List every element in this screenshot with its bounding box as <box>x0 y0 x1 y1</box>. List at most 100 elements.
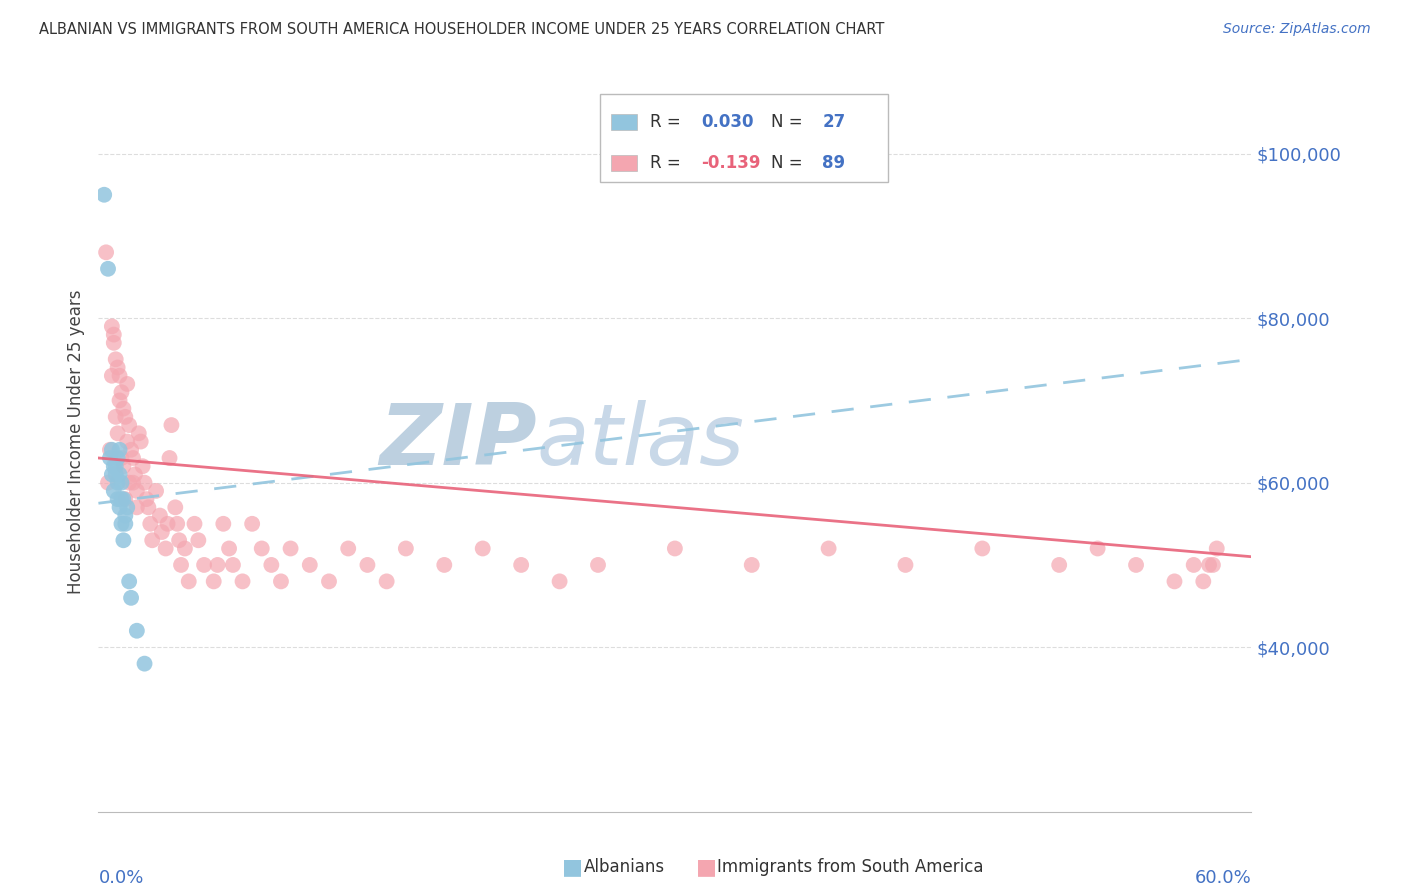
Point <box>548 574 571 589</box>
FancyBboxPatch shape <box>600 94 889 183</box>
Point <box>337 541 360 556</box>
Point <box>103 459 125 474</box>
Point <box>202 574 225 589</box>
Point <box>260 558 283 572</box>
Text: -0.139: -0.139 <box>702 153 761 172</box>
Point <box>93 187 115 202</box>
Point <box>174 541 197 556</box>
Point <box>212 516 235 531</box>
Point <box>280 541 302 556</box>
Point <box>104 467 127 482</box>
Point <box>107 492 129 507</box>
Point <box>664 541 686 556</box>
Point <box>101 368 124 383</box>
Point <box>118 574 141 589</box>
Point <box>149 508 172 523</box>
Point <box>104 459 127 474</box>
Point <box>972 541 994 556</box>
Point <box>471 541 494 556</box>
Point <box>124 467 146 482</box>
Text: 0.030: 0.030 <box>702 113 754 131</box>
Point <box>108 500 131 515</box>
Point <box>298 558 321 572</box>
Point <box>1125 558 1147 572</box>
Point <box>1205 541 1227 556</box>
Point <box>231 574 254 589</box>
Point <box>112 492 135 507</box>
Point <box>1192 574 1215 589</box>
Point <box>222 558 245 572</box>
Point <box>270 574 292 589</box>
Point <box>1087 541 1109 556</box>
Text: Source: ZipAtlas.com: Source: ZipAtlas.com <box>1223 22 1371 37</box>
Point <box>134 475 156 490</box>
Text: Albanians: Albanians <box>583 858 665 876</box>
Point <box>110 492 132 507</box>
Point <box>129 434 152 449</box>
Point <box>134 657 156 671</box>
Point <box>114 409 136 424</box>
Point <box>110 475 132 490</box>
Point <box>165 500 187 515</box>
Text: ALBANIAN VS IMMIGRANTS FROM SOUTH AMERICA HOUSEHOLDER INCOME UNDER 25 YEARS CORR: ALBANIAN VS IMMIGRANTS FROM SOUTH AMERIC… <box>39 22 884 37</box>
Point <box>375 574 398 589</box>
Point <box>125 483 148 498</box>
Point <box>118 418 141 433</box>
Point <box>170 558 193 572</box>
Point <box>98 442 121 457</box>
Point <box>120 591 142 605</box>
Point <box>117 500 139 515</box>
Point <box>218 541 240 556</box>
Point <box>122 475 145 490</box>
Text: ZIP: ZIP <box>378 400 537 483</box>
Point <box>125 500 148 515</box>
Text: ■: ■ <box>696 857 717 877</box>
Text: N =: N = <box>770 113 807 131</box>
Point <box>108 467 131 482</box>
Text: 0.0%: 0.0% <box>98 870 143 888</box>
Point <box>114 492 136 507</box>
Point <box>104 409 127 424</box>
Text: R =: R = <box>650 153 686 172</box>
Point <box>433 558 456 572</box>
Point <box>139 516 162 531</box>
Point <box>1163 574 1185 589</box>
Point <box>103 335 125 350</box>
Text: N =: N = <box>770 153 807 172</box>
Point <box>107 475 129 490</box>
Point <box>817 541 839 556</box>
Point <box>135 492 157 507</box>
Point <box>193 558 215 572</box>
Point <box>510 558 533 572</box>
Point <box>167 533 190 548</box>
Point <box>107 426 129 441</box>
Point <box>112 533 135 548</box>
Point <box>207 558 229 572</box>
FancyBboxPatch shape <box>612 114 637 130</box>
Point <box>122 450 145 465</box>
Text: Immigrants from South America: Immigrants from South America <box>717 858 984 876</box>
Text: 60.0%: 60.0% <box>1195 870 1251 888</box>
Point <box>741 558 763 572</box>
Point <box>120 442 142 457</box>
Point <box>108 442 131 457</box>
Point <box>187 533 209 548</box>
Point <box>107 450 129 465</box>
Point <box>177 574 200 589</box>
Point <box>318 574 340 589</box>
Point <box>114 508 136 523</box>
Point <box>112 459 135 474</box>
Point <box>97 261 120 276</box>
Point <box>166 516 188 531</box>
Point <box>395 541 418 556</box>
Point <box>1202 558 1225 572</box>
Point <box>98 450 121 465</box>
Point <box>138 500 160 515</box>
Point <box>110 516 132 531</box>
Point <box>118 475 141 490</box>
Point <box>125 624 148 638</box>
Point <box>586 558 609 572</box>
Point <box>155 541 177 556</box>
Point <box>128 426 150 441</box>
Point <box>117 376 139 391</box>
